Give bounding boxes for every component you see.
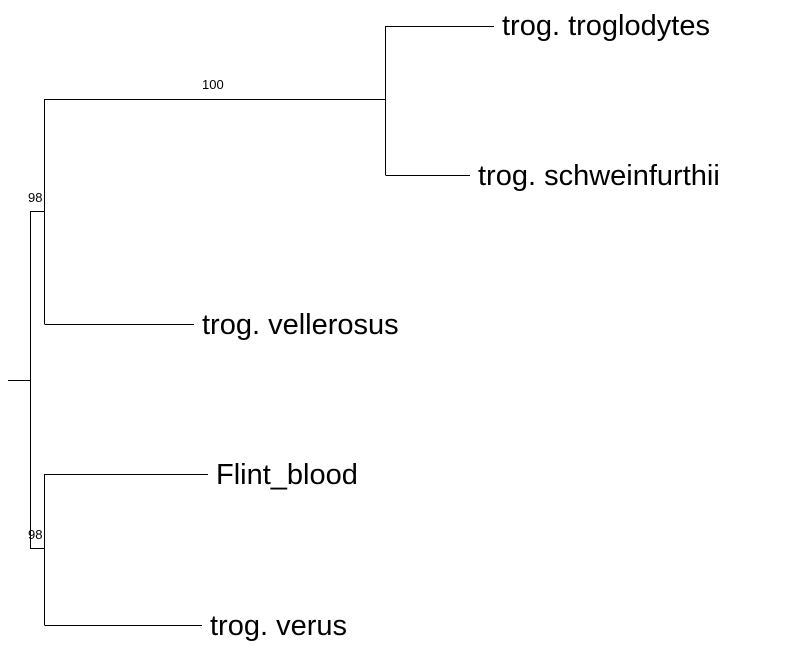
support-value-troglodytes-schweinfurthii: 100: [202, 77, 224, 92]
support-value-lower-clade: 98: [28, 527, 42, 542]
taxon-label-verus: trog. verus: [210, 610, 347, 642]
taxon-label-troglodytes: trog. troglodytes: [502, 10, 710, 42]
taxon-label-flint-blood: Flint_blood: [216, 459, 358, 491]
taxon-label-schweinfurthii: trog. schweinfurthii: [478, 160, 720, 192]
support-value-upper-clade: 98: [28, 190, 42, 205]
taxon-label-vellerosus: trog. vellerosus: [202, 309, 399, 341]
